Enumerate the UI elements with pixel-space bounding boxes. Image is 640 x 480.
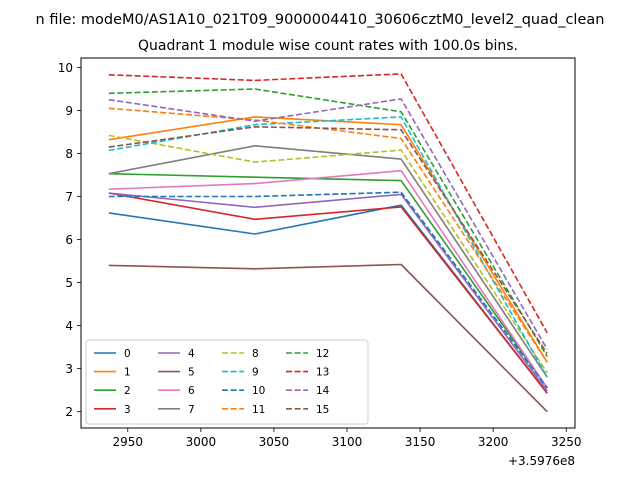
- legend-label-7: 7: [188, 404, 195, 416]
- x-tick-label-3000: 3000: [186, 435, 217, 449]
- x-tick-label-3200: 3200: [478, 435, 509, 449]
- legend-label-4: 4: [188, 348, 195, 360]
- y-tick-label-7: 7: [65, 190, 73, 204]
- series-line-5: [108, 263, 548, 413]
- y-tick-label-4: 4: [65, 319, 73, 333]
- series-line-7: [108, 145, 548, 378]
- x-tick-label-3050: 3050: [259, 435, 290, 449]
- plot-area-frame: [80, 57, 576, 429]
- series-line-4: [108, 192, 548, 392]
- series-line-11: [108, 107, 548, 363]
- series-line-8: [108, 134, 548, 374]
- legend-label-9: 9: [252, 367, 259, 379]
- y-tick-label-6: 6: [65, 233, 73, 247]
- y-tick-label-9: 9: [65, 104, 73, 118]
- series-line-14: [108, 98, 548, 350]
- y-tick-label-3: 3: [65, 362, 73, 376]
- x-tick-label-2950: 2950: [112, 435, 143, 449]
- series-line-10: [108, 191, 548, 389]
- x-tick-label-3250: 3250: [551, 435, 582, 449]
- x-tick-label-3100: 3100: [332, 435, 363, 449]
- x-tick-label-3150: 3150: [405, 435, 436, 449]
- legend-label-5: 5: [188, 367, 195, 379]
- figure-suptitle: n file: modeM0/AS1A10_021T09_9000004410_…: [36, 12, 605, 28]
- series-line-2: [108, 172, 548, 389]
- chart-title: Quadrant 1 module wise count rates with …: [138, 38, 518, 54]
- series-line-1: [108, 116, 548, 363]
- series-line-12: [108, 88, 548, 358]
- x-axis-offset-label: +3.5976e8: [508, 454, 575, 468]
- legend-label-2: 2: [124, 385, 131, 397]
- y-tick-label-8: 8: [65, 147, 73, 161]
- y-tick-label-2: 2: [65, 405, 73, 419]
- y-tick-label-10: 10: [58, 61, 73, 75]
- legend-label-11: 11: [252, 404, 265, 416]
- legend-label-12: 12: [316, 348, 329, 360]
- legend-label-15: 15: [316, 404, 329, 416]
- legend-label-13: 13: [316, 367, 329, 379]
- legend-label-10: 10: [252, 385, 265, 397]
- y-tick-label-5: 5: [65, 276, 73, 290]
- series-lines: [108, 73, 548, 413]
- series-line-3: [108, 192, 548, 394]
- tick-marks: [77, 67, 567, 432]
- series-line-6: [108, 169, 548, 389]
- legend-label-6: 6: [188, 385, 195, 397]
- legend-box: [85, 339, 369, 425]
- legend-label-0: 0: [124, 348, 131, 360]
- legend-label-1: 1: [124, 367, 131, 379]
- legend-label-3: 3: [124, 404, 131, 416]
- legend-label-8: 8: [252, 348, 259, 360]
- series-line-13: [108, 73, 548, 334]
- series-line-15: [108, 126, 548, 355]
- legend-label-14: 14: [316, 385, 330, 397]
